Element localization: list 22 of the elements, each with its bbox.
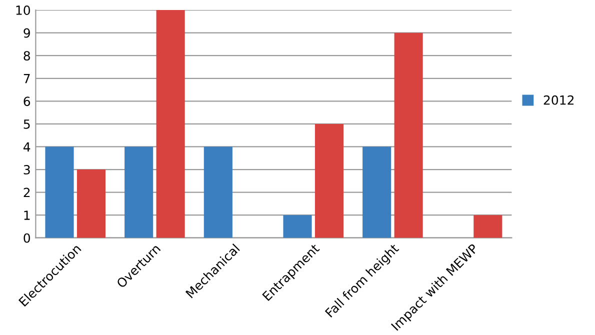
y-tick-label: 5 bbox=[24, 120, 30, 129]
y-tick-label: 1 bbox=[24, 210, 30, 220]
bar bbox=[362, 146, 392, 238]
bar bbox=[124, 146, 154, 238]
y-tick-label: 6 bbox=[24, 96, 30, 106]
y-tick-label: 2 bbox=[24, 188, 30, 198]
bar bbox=[314, 124, 344, 238]
bar bbox=[76, 170, 106, 238]
y-tick-label: 10 bbox=[16, 6, 30, 15]
bar bbox=[474, 215, 502, 238]
y-tick-label: 0 bbox=[24, 233, 30, 243]
bar bbox=[204, 146, 232, 238]
y-tick-label: 8 bbox=[24, 51, 30, 61]
bar bbox=[394, 32, 423, 238]
legend-label: 2012 bbox=[544, 95, 574, 105]
y-tick-label: 7 bbox=[24, 74, 30, 84]
y-tick-label: 4 bbox=[23, 142, 30, 152]
bar bbox=[156, 10, 185, 238]
y-tick-label: 9 bbox=[24, 28, 30, 38]
bar bbox=[283, 215, 312, 238]
y-tick-label: 3 bbox=[24, 164, 30, 174]
bar bbox=[45, 146, 74, 238]
